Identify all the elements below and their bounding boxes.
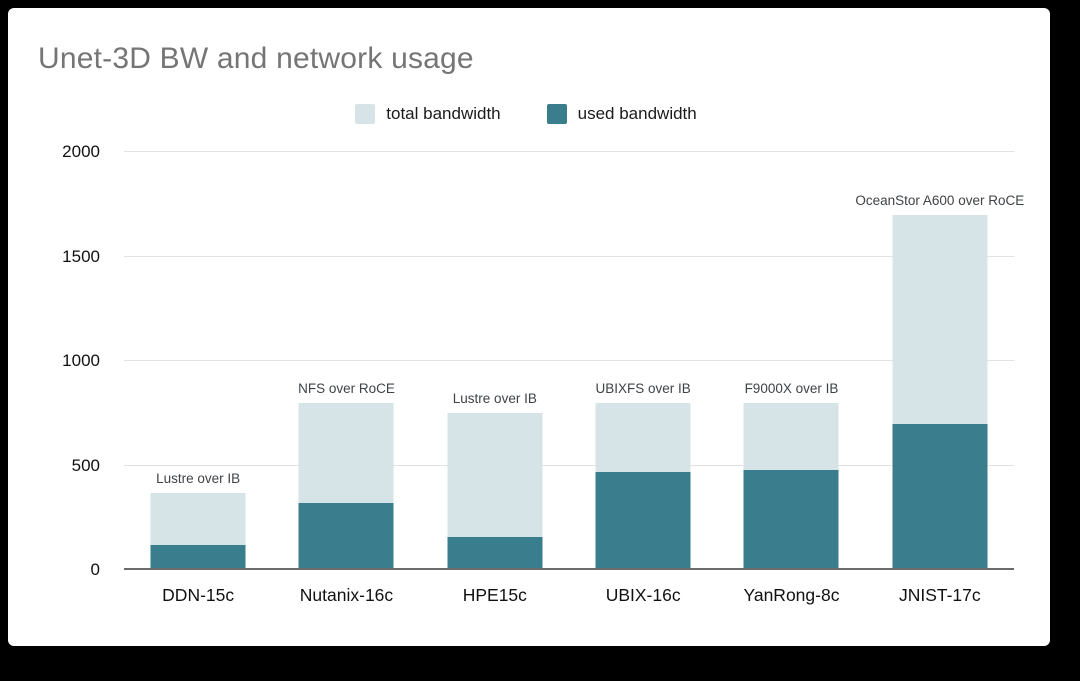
x-tick-label: HPE15c: [462, 585, 527, 605]
x-tick-label: UBIX-16c: [605, 585, 681, 605]
chart-title: Unet-3D BW and network usage: [38, 42, 474, 75]
x-axis-baseline: [124, 568, 1014, 570]
y-tick-label: 1500: [62, 246, 100, 266]
legend: total bandwidth used bandwidth: [36, 104, 1016, 124]
x-tick-label: DDN-15c: [162, 585, 235, 605]
bar-annotation: NFS over RoCE: [298, 380, 395, 396]
gridline: [124, 255, 1014, 257]
gridline: [124, 360, 1014, 361]
bars-container: Lustre over IB DDN-15c NFS over RoCE Nutani…: [124, 152, 1024, 605]
bar-annotation: UBIXFS over IB: [595, 380, 691, 396]
x-tick-label: JNIST-17c: [898, 585, 981, 605]
used-bandwidth-bar: [150, 544, 246, 570]
y-tick-label: 0: [90, 560, 100, 579]
gridline: [124, 151, 1014, 152]
category-column: F9000X over IB YanRong-8c: [717, 152, 865, 605]
bar-annotation: F9000X over IB: [744, 380, 839, 396]
used-bandwidth-bar: [595, 471, 691, 570]
used-bandwidth-bar: [447, 536, 543, 570]
x-tick-label: Nutanix-16c: [299, 585, 394, 605]
legend-label-total-bandwidth: total bandwidth: [386, 104, 501, 123]
category-column: NFS over RoCE Nutanix-16c: [272, 152, 420, 605]
legend-label-used-bandwidth: used bandwidth: [577, 104, 697, 123]
plot-area: Lustre over IB DDN-15c NFS over RoCE Nutani…: [124, 151, 1024, 605]
bar-annotation: OceanStor A600 over RoCE: [855, 192, 1025, 208]
y-tick-label: 500: [71, 455, 100, 475]
bar-annotation: Lustre over IB: [452, 391, 537, 407]
legend-item-used-bandwidth: used bandwidth: [546, 104, 697, 124]
used-bandwidth-bar: [743, 469, 839, 570]
y-axis: 0 500 1000 1500 2000: [36, 142, 100, 579]
y-tick-label: 2000: [62, 142, 100, 161]
category-column: Lustre over IB HPE15c: [421, 152, 569, 605]
category-column: UBIXFS over IB UBIX-16c: [569, 152, 717, 605]
category-column: OceanStor A600 over RoCE JNIST-17c: [855, 152, 1024, 605]
category-column: Lustre over IB DDN-15c: [124, 152, 272, 605]
legend-swatch-total-bandwidth: [355, 104, 376, 124]
used-bandwidth-bar: [892, 423, 988, 570]
used-bandwidth-bar: [298, 503, 394, 570]
chart-card: Unet-3D BW and network usage total bandw…: [8, 8, 1050, 646]
y-tick-label: 1000: [62, 351, 100, 370]
x-tick-label: YanRong-8c: [743, 585, 840, 605]
bar-annotation: Lustre over IB: [156, 470, 241, 486]
chart: 0 500 1000 1500 2000 Lustre over IB DDN-15c NF…: [36, 142, 1024, 605]
gridline: [124, 464, 1014, 466]
legend-item-total-bandwidth: total bandwidth: [355, 104, 501, 124]
legend-swatch-used-bandwidth: [546, 104, 567, 124]
